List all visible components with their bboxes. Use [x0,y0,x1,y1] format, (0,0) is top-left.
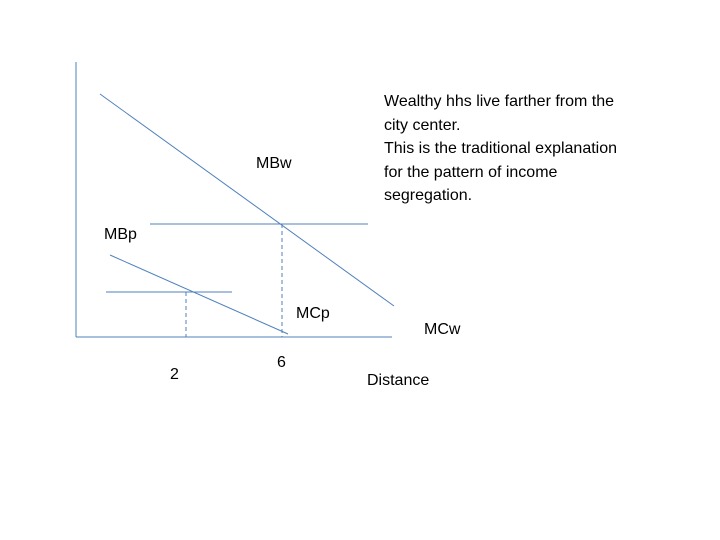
tick-label-2: 2 [170,366,179,383]
mb-poor-curve [109,254,289,335]
mc-wealthy-label: MCw [424,321,461,338]
annotation-line: city center. [384,116,461,134]
x-axis-label: Distance [367,372,430,389]
annotation-text: Wealthy hhs live farther from the city c… [384,90,684,208]
mb-poor-label: MBp [104,226,137,243]
annotation-line: segregation. [384,187,473,204]
tick-label-6: 6 [277,354,286,371]
annotation-line: Wealthy hhs live farther from the [384,93,615,110]
mb-wealthy-label: MBw [256,155,292,172]
annotation-line: This is the traditional explanation [384,140,618,157]
annotation-line: for the pattern of income [384,163,558,181]
mb-wealthy-curve [99,93,395,307]
mc-poor-label: MCp [296,305,330,322]
